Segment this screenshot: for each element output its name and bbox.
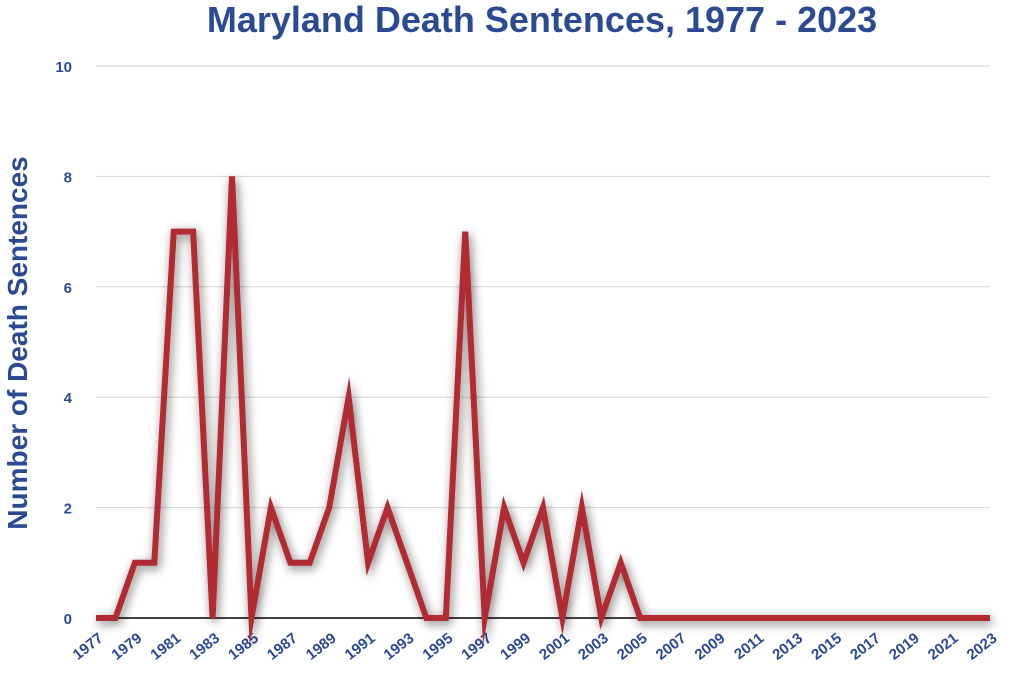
x-tick-label: 1981 bbox=[147, 630, 184, 664]
x-tick-label: 2011 bbox=[731, 630, 767, 663]
x-tick-label: 2015 bbox=[808, 630, 845, 664]
x-tick-label: 2021 bbox=[925, 630, 962, 664]
y-tick-labels: 0 2 4 6 8 10 bbox=[55, 59, 72, 628]
y-tick-label: 4 bbox=[64, 390, 73, 407]
x-tick-label: 2017 bbox=[847, 630, 884, 664]
y-tick-label: 2 bbox=[64, 501, 72, 518]
x-tick-label: 1987 bbox=[264, 630, 301, 664]
x-tick-label: 2005 bbox=[614, 630, 651, 664]
x-tick-label: 1985 bbox=[225, 630, 262, 664]
x-tick-labels: 1977 1979 1981 1983 1985 1987 1989 1991 1993 1995… bbox=[70, 630, 1001, 664]
x-tick-label: 2013 bbox=[769, 630, 806, 664]
x-tick-label: 2001 bbox=[536, 630, 573, 664]
chart-title: Maryland Death Sentences, 1977 - 2023 bbox=[207, 0, 877, 40]
y-tick-label: 0 bbox=[64, 611, 72, 628]
x-tick-label: 1983 bbox=[186, 630, 223, 664]
x-tick-label: 1977 bbox=[70, 630, 107, 664]
x-tick-label: 1991 bbox=[342, 630, 379, 664]
y-axis-label: Number of Death Sentences bbox=[2, 156, 33, 529]
y-tick-label: 6 bbox=[64, 280, 72, 297]
x-tick-label: 2023 bbox=[964, 630, 1001, 664]
x-tick-label: 2009 bbox=[692, 630, 729, 664]
series-group bbox=[96, 176, 990, 646]
x-tick-label: 1997 bbox=[458, 630, 495, 664]
x-tick-label: 1993 bbox=[381, 630, 418, 664]
x-tick-label: 1979 bbox=[109, 630, 146, 664]
y-tick-label: 10 bbox=[55, 59, 72, 76]
x-tick-label: 1999 bbox=[497, 630, 534, 664]
y-tick-label: 8 bbox=[64, 169, 72, 186]
x-tick-label: 2019 bbox=[886, 630, 923, 664]
x-tick-label: 2003 bbox=[575, 630, 612, 664]
series-line bbox=[96, 176, 990, 646]
x-tick-label: 1995 bbox=[420, 630, 457, 664]
x-tick-label: 2007 bbox=[653, 630, 690, 664]
x-tick-label: 1989 bbox=[303, 630, 340, 664]
gridlines bbox=[96, 65, 990, 509]
